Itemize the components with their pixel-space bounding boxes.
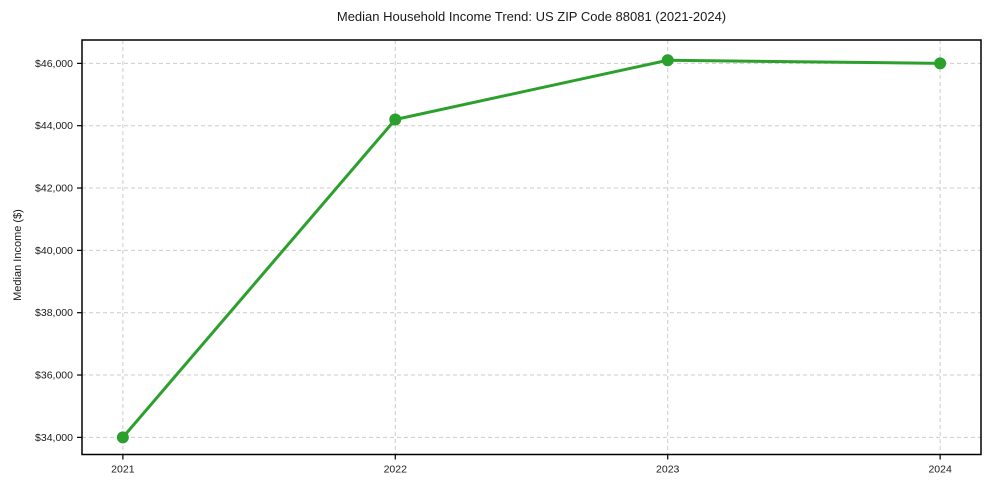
x-tick-label: 2023 (656, 464, 680, 476)
y-tick-label: $36,000 (35, 370, 73, 382)
trend-line (121, 58, 942, 439)
x-tick-label: 2022 (384, 464, 408, 476)
plot-border (81, 39, 982, 456)
y-tick-label: $46,000 (35, 58, 73, 70)
y-axis-label: Median Income ($) (12, 209, 24, 301)
chart-title: Median Household Income Trend: US ZIP Co… (336, 9, 727, 24)
y-tick-label: $34,000 (35, 432, 73, 444)
data-point-marker (661, 54, 674, 67)
y-tick-label: $42,000 (35, 183, 73, 195)
y-tick-label: $38,000 (35, 307, 73, 319)
y-tick-label: $40,000 (35, 245, 73, 257)
data-point-marker (116, 431, 129, 444)
data-point-marker (934, 57, 947, 70)
data-point-marker (389, 113, 402, 126)
x-tick-label: 2024 (928, 464, 952, 476)
y-tick-label: $44,000 (35, 120, 73, 132)
x-tick-label: 2021 (111, 464, 135, 476)
